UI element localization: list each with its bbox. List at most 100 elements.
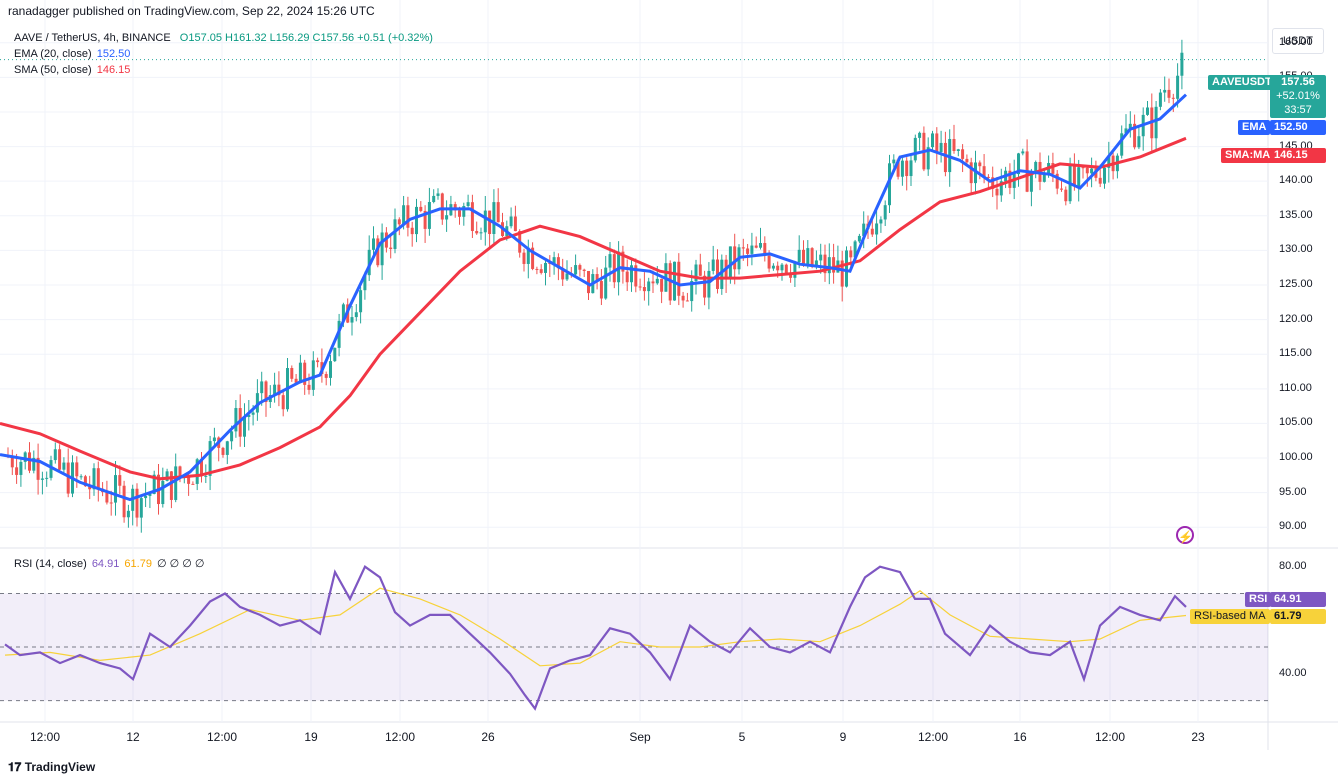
lightning-icon[interactable]: ⚡ — [1176, 526, 1194, 544]
candle-body — [225, 441, 229, 455]
candle-body — [1017, 153, 1020, 175]
candle-body — [427, 201, 431, 229]
candle-body — [45, 477, 49, 479]
symbol-name: AAVE / TetherUS, 4h, BINANCE — [14, 32, 171, 44]
candle-body — [608, 254, 612, 268]
candle-body — [1055, 173, 1059, 189]
candle-body — [135, 488, 139, 518]
candle-body — [152, 474, 156, 494]
indicator-lines — [0, 93, 1188, 502]
candle-body — [991, 177, 995, 189]
candle-body — [784, 264, 788, 273]
rsi-legend-value: 64.91 — [91, 558, 120, 570]
price-tick: 100.00 — [1279, 451, 1313, 464]
bar-countdown: 33:57 — [1284, 104, 1312, 116]
time-tick: 12:00 — [917, 730, 949, 744]
candle-body — [823, 254, 827, 274]
candle-body — [621, 251, 625, 272]
candle-body — [956, 149, 960, 151]
candle-body — [535, 268, 539, 270]
candle-body — [1137, 136, 1141, 148]
candle-body — [49, 460, 53, 478]
candle-body — [350, 317, 354, 323]
currency-unit-button[interactable]: USDT — [1272, 28, 1324, 54]
candle-body — [539, 269, 543, 273]
candle-body — [754, 245, 758, 248]
price-tick: 95.00 — [1279, 485, 1307, 498]
candle-body — [746, 248, 750, 254]
candle-body — [204, 475, 208, 477]
candle-body — [393, 219, 397, 249]
time-tick: 12 — [126, 730, 140, 744]
time-tick: Sep — [629, 730, 651, 744]
symbol-tag: AAVEUSDT — [1208, 75, 1276, 90]
candle-body — [53, 449, 57, 461]
candle-body — [681, 295, 685, 301]
candle-body — [316, 360, 320, 363]
candle-body — [978, 162, 982, 167]
last-price: 157.56 — [1281, 76, 1315, 88]
candle-body — [905, 160, 909, 177]
candle-body — [372, 238, 375, 250]
candle-body — [333, 347, 337, 362]
candle-body — [961, 149, 965, 159]
candle-body — [221, 447, 225, 455]
candle-body — [1090, 168, 1094, 174]
candle-body — [389, 247, 393, 249]
candle-body — [419, 206, 423, 211]
candle-body — [1167, 89, 1171, 98]
candle-body — [587, 270, 590, 294]
candle-body — [707, 270, 711, 298]
candle-body — [776, 265, 780, 271]
candle-body — [1064, 189, 1068, 202]
candle-body — [513, 216, 517, 232]
candle-body — [827, 257, 831, 274]
candle-body — [913, 137, 917, 161]
candle-body — [552, 257, 556, 264]
candle-body — [900, 160, 904, 177]
candle-body — [359, 290, 363, 313]
candle-body — [1098, 177, 1102, 184]
candle-body — [126, 510, 130, 518]
candle-body — [1120, 133, 1124, 156]
candle-body — [187, 475, 191, 484]
candle-body — [363, 275, 367, 291]
candle-body — [200, 459, 203, 477]
ema-legend: EMA (20, close) 152.50 — [14, 48, 130, 60]
publish-header: ranadagger published on TradingView.com,… — [8, 4, 375, 18]
candle-body — [556, 257, 560, 269]
candle-body — [750, 245, 754, 254]
candle-body — [311, 360, 315, 390]
candle-body — [862, 223, 866, 236]
candle-body — [303, 362, 307, 385]
candle-body — [260, 381, 264, 394]
candle-body — [1128, 123, 1132, 129]
candle-body — [109, 502, 113, 504]
candle-body — [802, 249, 805, 265]
candle-body — [814, 260, 818, 267]
time-tick: 12:00 — [384, 730, 416, 744]
rsi-value-tag: 64.91 — [1270, 592, 1326, 607]
candle-body — [685, 300, 689, 302]
candle-body — [642, 287, 646, 292]
rsi-ma-tag: RSI-based MA — [1190, 609, 1270, 624]
candle-body — [174, 466, 178, 500]
candle-body — [1103, 167, 1106, 184]
candle-body — [819, 254, 823, 261]
candle-body — [496, 202, 500, 223]
candle-body — [853, 241, 857, 258]
candle-body — [879, 219, 883, 224]
candle-body — [341, 304, 345, 321]
logo-icon: 𝟏𝟕 — [8, 760, 22, 774]
candle-body — [1124, 128, 1128, 134]
candle-body — [79, 476, 83, 478]
candle-body — [789, 272, 793, 278]
rsi-tag: RSI — [1245, 592, 1272, 607]
candle-body — [690, 281, 694, 302]
candle-body — [406, 205, 410, 228]
candle-body — [440, 193, 444, 220]
candle-body — [892, 159, 896, 164]
candle-body — [767, 255, 771, 269]
rsi-legend-extra: ∅ ∅ ∅ ∅ — [157, 558, 205, 570]
candle-body — [1081, 167, 1085, 169]
